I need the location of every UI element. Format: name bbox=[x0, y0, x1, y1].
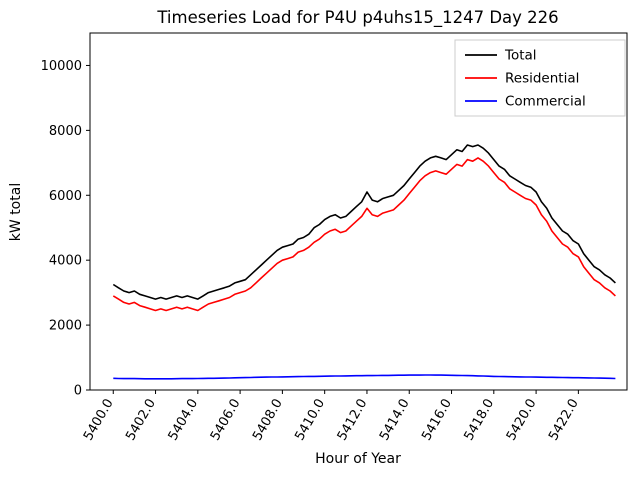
legend-label-commercial: Commercial bbox=[505, 94, 586, 110]
series-line-residential bbox=[112, 157, 616, 312]
y-tick-label: 6000 bbox=[49, 189, 82, 204]
x-tick-label: 5406.0 bbox=[208, 397, 244, 444]
chart-title: Timeseries Load for P4U p4uhs15_1247 Day… bbox=[156, 8, 558, 28]
y-tick-label: 8000 bbox=[49, 124, 82, 139]
x-tick-label: 5420.0 bbox=[504, 397, 540, 444]
series-line-commercial bbox=[113, 374, 616, 380]
y-tick-label: 0 bbox=[74, 384, 82, 399]
x-tick-label: 5412.0 bbox=[335, 397, 371, 444]
x-tick-label: 5410.0 bbox=[292, 397, 328, 444]
legend: Total Residential Commercial bbox=[454, 39, 626, 117]
x-tick-label: 5416.0 bbox=[419, 397, 455, 444]
legend-label-residential: Residential bbox=[505, 71, 579, 87]
y-tick-label: 10000 bbox=[41, 59, 82, 74]
legend-label-total: Total bbox=[504, 48, 537, 64]
x-tick-label: 5408.0 bbox=[250, 397, 286, 444]
x-tick-label: 5402.0 bbox=[123, 397, 159, 444]
x-tick-label: 5422.0 bbox=[546, 397, 582, 444]
y-axis-label: kW total bbox=[8, 183, 24, 241]
x-tick-label: 5414.0 bbox=[377, 397, 413, 444]
legend-box bbox=[454, 39, 626, 117]
axes-frame bbox=[89, 32, 628, 391]
x-tick-label: 5400.0 bbox=[81, 397, 117, 444]
x-tick-label: 5404.0 bbox=[166, 397, 202, 444]
y-tick-label: 4000 bbox=[49, 254, 82, 269]
x-axis-label: Hour of Year bbox=[315, 451, 401, 467]
y-tick-label: 2000 bbox=[49, 319, 82, 334]
series-line-total bbox=[112, 144, 616, 300]
x-tick-label: 5418.0 bbox=[462, 397, 498, 444]
